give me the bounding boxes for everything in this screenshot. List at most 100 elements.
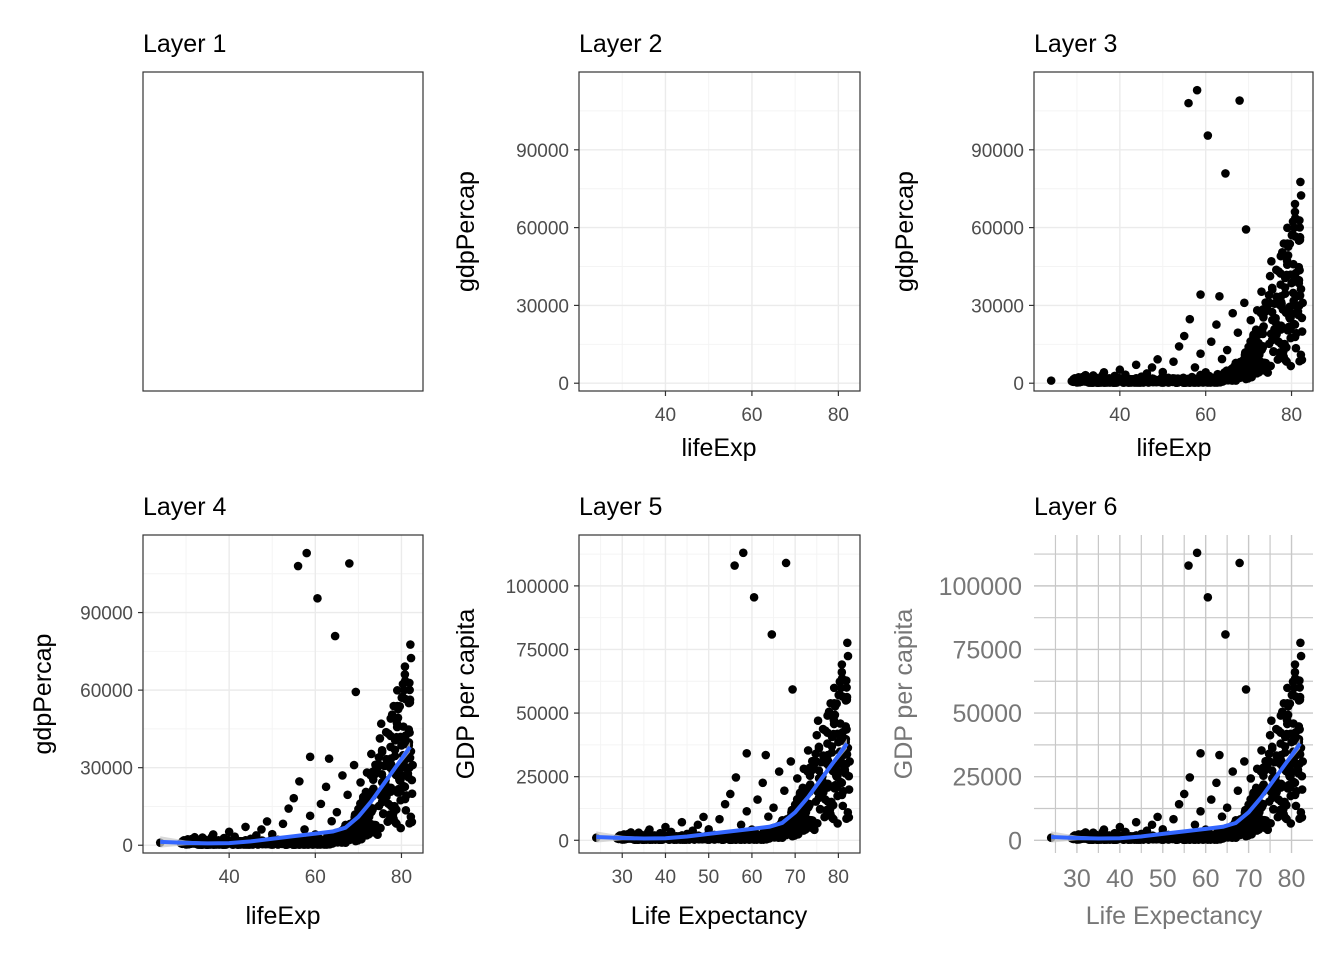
data-point (844, 771, 854, 781)
x-tick-label: 80 (391, 867, 412, 888)
data-point (1046, 376, 1056, 385)
data-point (835, 677, 845, 686)
y-tick-label: 30000 (971, 296, 1024, 317)
panel-3: Layer 3 40 60 80 0 30000 60000 90000 lifeExp gdpP… (891, 30, 1314, 462)
data-point (742, 748, 752, 758)
data-point (386, 714, 395, 723)
data-point (1185, 773, 1195, 782)
data-point (810, 759, 819, 768)
data-point (1174, 342, 1184, 351)
data-point (1267, 283, 1277, 293)
data-point (313, 594, 322, 603)
data-point (1115, 822, 1125, 832)
data-point (818, 751, 828, 760)
data-point (1272, 751, 1281, 760)
x-axis-label: Life Expectancy (1086, 902, 1263, 930)
data-point (793, 774, 802, 783)
data-point (1270, 325, 1279, 334)
data-point (394, 784, 403, 794)
data-point (742, 806, 752, 816)
data-point (405, 819, 414, 828)
data-point (1280, 748, 1290, 757)
panel-title: Layer 5 (579, 493, 662, 521)
data-point (749, 593, 759, 602)
x-tick-label: 40 (655, 867, 676, 888)
data-point (1282, 719, 1292, 729)
data-point (1169, 357, 1178, 366)
data-point (330, 631, 340, 641)
data-point (403, 769, 413, 778)
data-point (1203, 593, 1213, 602)
data-point (405, 753, 415, 763)
panel-title: Layer 1 (143, 30, 226, 58)
data-point (803, 746, 813, 755)
data-point (377, 746, 387, 755)
data-point (769, 803, 778, 813)
data-point (1291, 343, 1301, 353)
data-point (1270, 757, 1279, 767)
data-point (837, 778, 847, 788)
data-point (720, 799, 730, 809)
data-point (838, 801, 848, 811)
data-point (1290, 778, 1300, 788)
data-point (1294, 278, 1304, 288)
data-point (1240, 298, 1249, 308)
data-point (816, 757, 826, 767)
panel-border (578, 534, 861, 854)
y-tick-label: 60000 (971, 219, 1024, 240)
x-tick-label: 70 (785, 867, 806, 888)
data-point (375, 734, 385, 743)
data-point (693, 820, 703, 830)
y-tick-label: 100000 (939, 573, 1022, 601)
data-point (774, 767, 784, 776)
data-point (828, 800, 838, 810)
data-point (842, 814, 851, 824)
data-point (813, 716, 823, 726)
plot-content (1046, 548, 1307, 844)
smooth-line (1051, 742, 1302, 841)
data-point (842, 749, 852, 759)
data-point (1293, 307, 1303, 316)
data-point (362, 768, 372, 777)
data-point (1179, 789, 1189, 799)
data-point (781, 558, 791, 568)
data-point (305, 811, 315, 821)
plot-content (1046, 85, 1307, 387)
data-point (407, 775, 417, 785)
data-point (1280, 289, 1290, 299)
data-point (844, 785, 854, 794)
data-point (1287, 737, 1296, 747)
data-point (1273, 355, 1283, 364)
data-point (401, 805, 411, 815)
data-point (1274, 267, 1283, 276)
data-point (840, 765, 850, 775)
data-point (1296, 638, 1305, 648)
data-point (1115, 365, 1125, 375)
data-point (798, 810, 808, 819)
data-point (1297, 327, 1307, 336)
data-point (1283, 223, 1292, 233)
data-point (1280, 742, 1290, 751)
data-point (626, 828, 636, 837)
data-point (829, 683, 839, 693)
data-point (829, 719, 839, 729)
data-point (738, 548, 748, 558)
data-point (300, 825, 309, 834)
data-point (1074, 372, 1083, 382)
data-point (1192, 85, 1202, 95)
data-point (284, 804, 293, 813)
y-axis-label: gdpPercap (452, 171, 480, 292)
data-point (224, 827, 234, 837)
y-tick-label: 90000 (971, 141, 1024, 162)
data-point (1296, 191, 1306, 200)
data-point (812, 730, 822, 740)
data-point (398, 679, 408, 689)
x-tick-label: 70 (1235, 865, 1263, 893)
data-point (1239, 361, 1248, 370)
data-point (1206, 337, 1216, 347)
x-tick-label: 30 (612, 867, 633, 888)
data-point (815, 804, 825, 814)
data-point (390, 735, 400, 745)
data-point (1212, 778, 1221, 788)
data-point (373, 762, 383, 772)
